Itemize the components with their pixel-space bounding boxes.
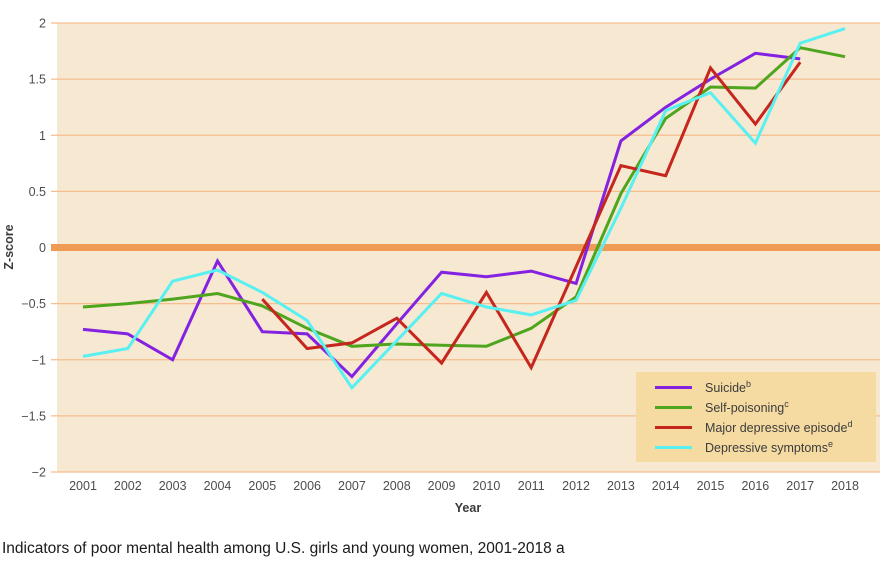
legend-item: Self-poisoningc xyxy=(636,397,876,417)
y-tick-label: −1 xyxy=(32,353,46,367)
x-tick-label: 2015 xyxy=(697,479,725,493)
y-tick-label: −2 xyxy=(32,466,46,480)
x-tick-label: 2002 xyxy=(114,479,142,493)
x-tick-label: 2018 xyxy=(831,479,859,493)
y-tick-label: 0 xyxy=(39,241,46,255)
x-tick-label: 2009 xyxy=(428,479,456,493)
x-tick-label: 2011 xyxy=(518,479,545,493)
legend: Suicideb Self-poisoningc Major depressive … xyxy=(636,372,876,462)
series-line-major_depressive_episode xyxy=(261,61,802,371)
x-tick-label: 2005 xyxy=(248,479,276,493)
x-tick-label: 2006 xyxy=(293,479,321,493)
legend-label-superscript: c xyxy=(784,398,789,409)
y-tick-label: 2 xyxy=(39,17,46,31)
figure-caption: Indicators of poor mental health among U… xyxy=(2,540,565,557)
series-line-self_poisoning xyxy=(82,46,846,348)
x-tick-label: 2001 xyxy=(69,479,97,493)
legend-line-sample xyxy=(655,425,692,429)
legend-label-superscript: b xyxy=(746,378,752,389)
y-axis-title: Z-score xyxy=(2,224,16,270)
y-tick-label: −0.5 xyxy=(21,297,46,311)
x-tick-label: 2017 xyxy=(786,479,814,493)
series-line-depressive_symptoms xyxy=(82,27,846,391)
x-tick-label: 2016 xyxy=(741,479,769,493)
legend-item-label: Suicideb xyxy=(705,378,752,395)
legend-item-label: Self-poisoningc xyxy=(705,398,789,415)
legend-item-label: Major depressive episoded xyxy=(705,418,853,435)
y-tick-label: 1 xyxy=(39,129,46,143)
x-tick-label: 2013 xyxy=(607,479,635,493)
y-tick-label: 1.5 xyxy=(29,73,46,87)
legend-label-superscript: e xyxy=(827,438,833,449)
legend-item-label: Depressive symptomse xyxy=(705,438,833,455)
x-axis-title: Year xyxy=(454,501,482,515)
x-tick-label: 2014 xyxy=(652,479,680,493)
x-tick-label: 2007 xyxy=(338,479,366,493)
legend-line-sample xyxy=(655,385,692,389)
legend-item: Major depressive episoded xyxy=(636,417,876,437)
x-tick-label: 2004 xyxy=(204,479,232,493)
legend-line-sample xyxy=(655,445,692,449)
y-tick-label: −1.5 xyxy=(21,409,46,423)
legend-item: Depressive symptomse xyxy=(636,437,876,457)
legend-item: Suicideb xyxy=(636,377,876,397)
line-chart: 2 1.5 1 0.5 0 −0.5 −1 −1.5 −2 2001 2002 2003 2004 200… xyxy=(21,17,880,493)
legend-label-superscript: d xyxy=(847,418,853,429)
x-tick-label: 2012 xyxy=(562,479,590,493)
x-tick-label: 2010 xyxy=(473,479,501,493)
y-tick-label: 0.5 xyxy=(29,185,46,199)
x-tick-label: 2008 xyxy=(383,479,411,493)
legend-line-sample xyxy=(655,405,692,409)
x-tick-label: 2003 xyxy=(159,479,187,493)
